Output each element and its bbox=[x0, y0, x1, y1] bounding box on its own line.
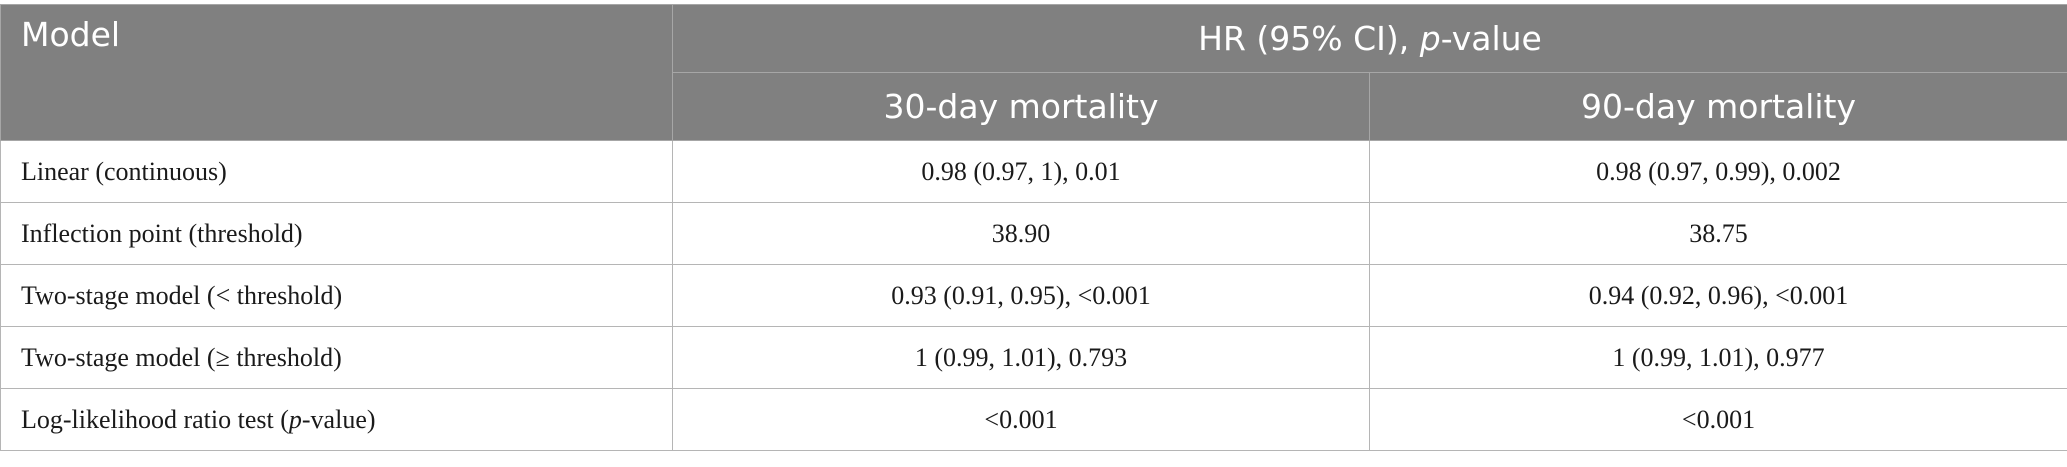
d90-cell: 0.98 (0.97, 0.99), 0.002 bbox=[1368, 140, 2067, 203]
table-row: Two-stage model (< threshold) 0.93 (0.91… bbox=[0, 264, 2067, 327]
d90-cell: 0.94 (0.92, 0.96), <0.001 bbox=[1368, 264, 2067, 327]
model-cell: Log-likelihood ratio test (p-value) bbox=[0, 388, 673, 451]
hr-group-header-text: HR (95% CI), bbox=[1198, 19, 1420, 58]
model-cell: Two-stage model (< threshold) bbox=[0, 264, 673, 327]
header-row-1: Model HR (95% CI), p-value bbox=[0, 4, 2067, 141]
model-cell-suffix: -value) bbox=[301, 404, 376, 434]
table-row: Two-stage model (≥ threshold) 1 (0.99, 1… bbox=[0, 326, 2067, 389]
d90-cell: <0.001 bbox=[1368, 388, 2067, 451]
d30-cell: 38.90 bbox=[672, 202, 1370, 265]
model-cell-text: Log-likelihood ratio test ( bbox=[21, 404, 289, 434]
model-column-header: Model bbox=[0, 4, 673, 141]
header-row-2: 30-day mortality 90-day mortality bbox=[1, 72, 2067, 141]
hr-group-header-p: p bbox=[1419, 19, 1441, 58]
model-cell: Two-stage model (≥ threshold) bbox=[0, 326, 673, 389]
table-row: Inflection point (threshold) 38.90 38.75 bbox=[0, 202, 2067, 265]
d30-cell: 0.98 (0.97, 1), 0.01 bbox=[672, 140, 1370, 203]
table-header: Model HR (95% CI), p-value 30-day mortal… bbox=[0, 4, 2067, 141]
d30-cell: 0.93 (0.91, 0.95), <0.001 bbox=[672, 264, 1370, 327]
hr-group-header: HR (95% CI), p-value bbox=[671, 4, 2067, 73]
d30-cell: <0.001 bbox=[672, 388, 1370, 451]
table-row: Linear (continuous) 0.98 (0.97, 1), 0.01… bbox=[0, 140, 2067, 203]
d90-cell: 38.75 bbox=[1368, 202, 2067, 265]
table-body: Linear (continuous) 0.98 (0.97, 1), 0.01… bbox=[0, 140, 2067, 451]
col-90-day-header: 90-day mortality bbox=[1368, 72, 2067, 141]
model-cell-p: p bbox=[288, 404, 302, 434]
model-cell: Inflection point (threshold) bbox=[0, 202, 673, 265]
model-cell: Linear (continuous) bbox=[0, 140, 673, 203]
table-row: Log-likelihood ratio test (p-value) <0.0… bbox=[0, 388, 2067, 451]
d90-cell: 1 (0.99, 1.01), 0.977 bbox=[1368, 326, 2067, 389]
col-30-day-header: 30-day mortality bbox=[672, 72, 1370, 141]
hr-group-header-suffix: -value bbox=[1440, 19, 1542, 58]
results-table: Model HR (95% CI), p-value 30-day mortal… bbox=[0, 4, 2067, 451]
d30-cell: 1 (0.99, 1.01), 0.793 bbox=[672, 326, 1370, 389]
